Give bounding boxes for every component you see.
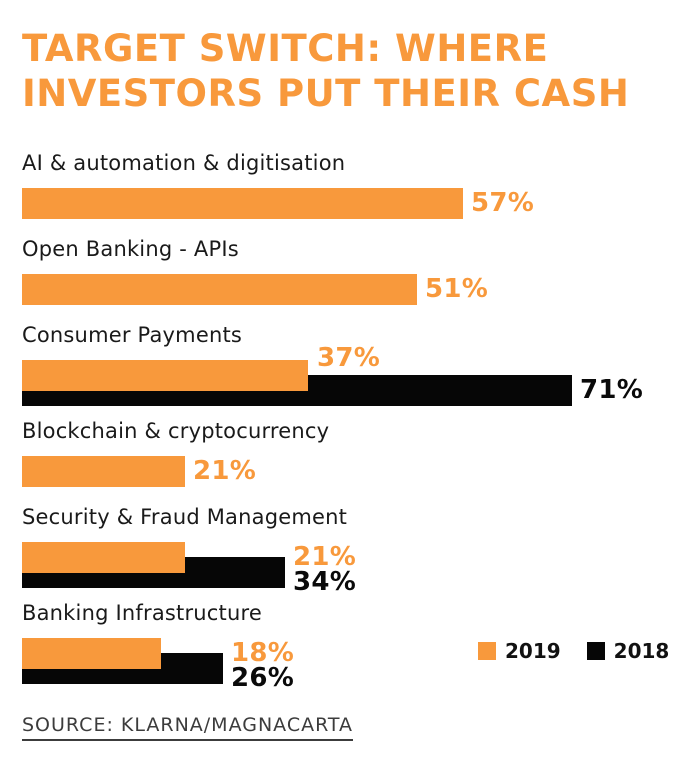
bar-2019 [22,542,185,574]
value-label-2019: 21% [193,456,257,487]
legend-item-2018: 2018 [586,639,670,663]
value-label-2018: 26% [231,663,295,694]
source-citation: SOURCE: KLARNA/MAGNACARTA [22,714,354,741]
chart-row: Security & Fraud Management 21% 34% [22,504,654,597]
value-label-2019: 21% [293,542,357,573]
chart-legend: 2019 2018 [478,639,669,663]
legend-label-2018: 2018 [613,639,670,663]
category-label: AI & automation & digitisation [22,151,346,176]
value-label-2019: 37% [317,343,381,374]
legend-label-2019: 2019 [505,639,561,663]
source-link[interactable]: SOURCE: KLARNA/MAGNACARTA [22,714,354,741]
chart-row: Open Banking - APIs 51% [22,236,654,306]
chart-row: Banking Infrastructure 18% 26% [22,600,654,693]
category-label: Consumer Payments [22,323,243,348]
category-label: Banking Infrastructure [22,601,262,626]
bar-2019 [22,360,308,392]
page-title: TARGET SWITCH: WHERE INVESTORS PUT THEIR… [22,26,654,116]
value-label-2019: 18% [231,638,295,669]
title-line-2: INVESTORS PUT THEIR CASH [22,72,630,116]
bar-2019 [22,274,417,306]
value-label-2019: 57% [471,188,535,219]
category-label: Security & Fraud Management [22,505,348,530]
category-label: Open Banking - APIs [22,237,239,262]
value-label-2019: 51% [425,274,489,305]
legend-swatch-2018 [586,642,605,660]
chart-row: AI & automation & digitisation 57% [22,150,654,220]
value-label-2018: 71% [580,375,644,406]
chart-row: Blockchain & cryptocurrency 21% [22,418,654,488]
legend-swatch-2019 [478,642,496,660]
category-label: Blockchain & cryptocurrency [22,419,330,444]
legend-item-2019: 2019 [478,639,561,663]
bar-2019 [22,188,463,220]
bar-2019 [22,456,185,488]
value-label-2018: 34% [293,567,357,598]
bar-chart: AI & automation & digitisation 57% Open Ba… [22,150,654,693]
bar-2019 [22,638,161,670]
chart-row: Consumer Payments 37% 71% [22,322,654,407]
title-line-1: TARGET SWITCH: WHERE [22,27,549,70]
